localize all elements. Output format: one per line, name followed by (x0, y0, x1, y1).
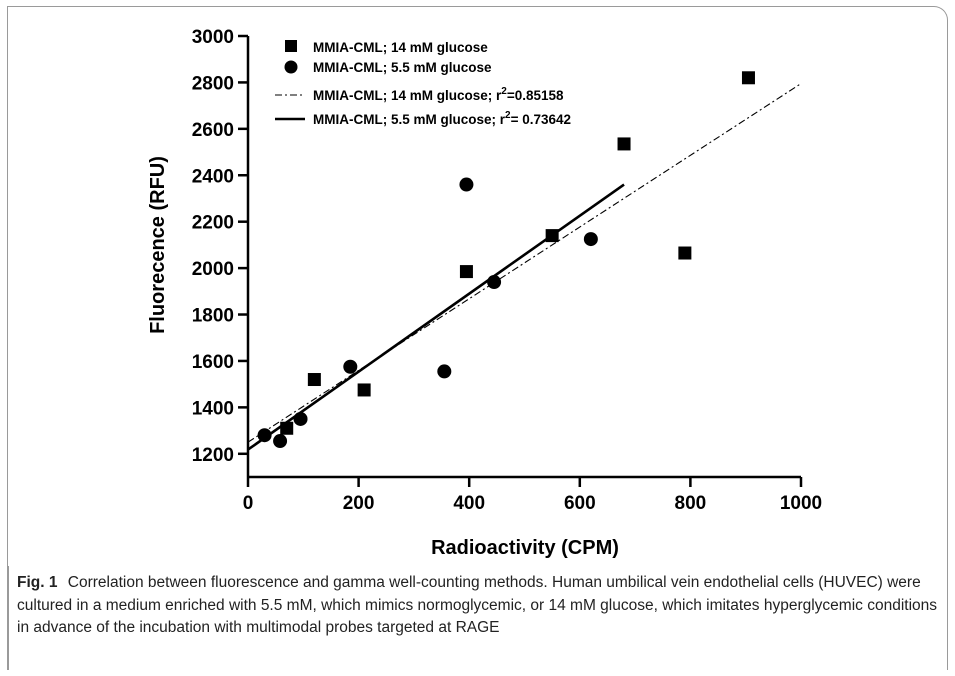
circle-point (273, 434, 288, 449)
circle-point (257, 428, 272, 443)
y-tick-label: 2600 (192, 120, 234, 141)
square-point (357, 383, 371, 397)
square-point (678, 246, 692, 260)
y-tick-label: 2200 (192, 213, 234, 234)
legend-superscript-1: 2 (501, 86, 507, 97)
y-tick-label: 3000 (192, 27, 234, 48)
circle-point (459, 177, 474, 192)
x-tick-label: 1000 (780, 493, 822, 514)
y-tick-label: 1600 (192, 352, 234, 373)
legend-circle-marker (284, 60, 298, 74)
chart-fit-lines (247, 83, 802, 451)
square-point (307, 373, 321, 387)
x-tick-label: 800 (675, 493, 707, 514)
legend-label-series-2: MMIA-CML; 5.5 mM glucose (313, 60, 492, 75)
scatter-chart: 0 200 400 600 800 1000 1200 1400 1600 1800 2000 220… (147, 27, 822, 559)
y-axis-label: Fluorecence (RFU) (147, 156, 169, 334)
square-point (617, 137, 631, 151)
caption-bar (7, 566, 9, 670)
chart-axes (246, 36, 801, 479)
x-tick-label: 400 (453, 493, 485, 514)
y-tick-label: 2000 (192, 259, 234, 280)
caption-text: Correlation between fluorescence and gam… (17, 574, 938, 636)
chart-legend: MMIA-CML; 14 mM glucose MMIA-CML; 5.5 mM … (275, 40, 571, 127)
y-tick-label: 1800 (192, 306, 234, 327)
chart-points (257, 71, 755, 449)
legend-label-fit-1: MMIA-CML; 14 mM glucose; r2=0.85158 (313, 86, 564, 103)
square-point (280, 421, 294, 435)
legend-label-fit-2: MMIA-CML; 5.5 mM glucose; r2= 0.73642 (313, 110, 571, 127)
circle-point (343, 359, 358, 374)
caption-label: Fig. 1 (17, 574, 58, 591)
x-tick-label: 0 (243, 493, 254, 514)
fit-line-1 (247, 83, 802, 443)
y-tick-label: 2400 (192, 166, 234, 187)
y-tick-label: 2800 (192, 73, 234, 94)
x-tick-label: 600 (564, 493, 596, 514)
figure-caption: Fig. 1 Correlation between fluorescence … (17, 572, 942, 640)
legend-label-series-1: MMIA-CML; 14 mM glucose (313, 40, 488, 55)
legend-value-fit-1: =0.85158 (507, 88, 564, 103)
chart-ticks: 0 200 400 600 800 1000 1200 1400 1600 1800 2000 220… (192, 27, 822, 514)
x-tick-label: 200 (343, 493, 375, 514)
legend-value-fit-2: = 0.73642 (511, 112, 571, 127)
figure-frame (7, 6, 948, 670)
circle-point (583, 232, 598, 247)
fit-line-2 (247, 183, 625, 451)
legend-square-marker (285, 40, 297, 52)
x-axis-label: Radioactivity (CPM) (431, 537, 619, 559)
circle-point (293, 411, 308, 426)
legend-superscript-2: 2 (505, 110, 511, 121)
y-tick-label: 1400 (192, 398, 234, 419)
square-point (459, 265, 473, 279)
y-tick-label: 1200 (192, 445, 234, 466)
square-point (545, 229, 559, 243)
circle-point (437, 364, 452, 379)
circle-point (487, 275, 502, 290)
square-point (741, 71, 755, 85)
